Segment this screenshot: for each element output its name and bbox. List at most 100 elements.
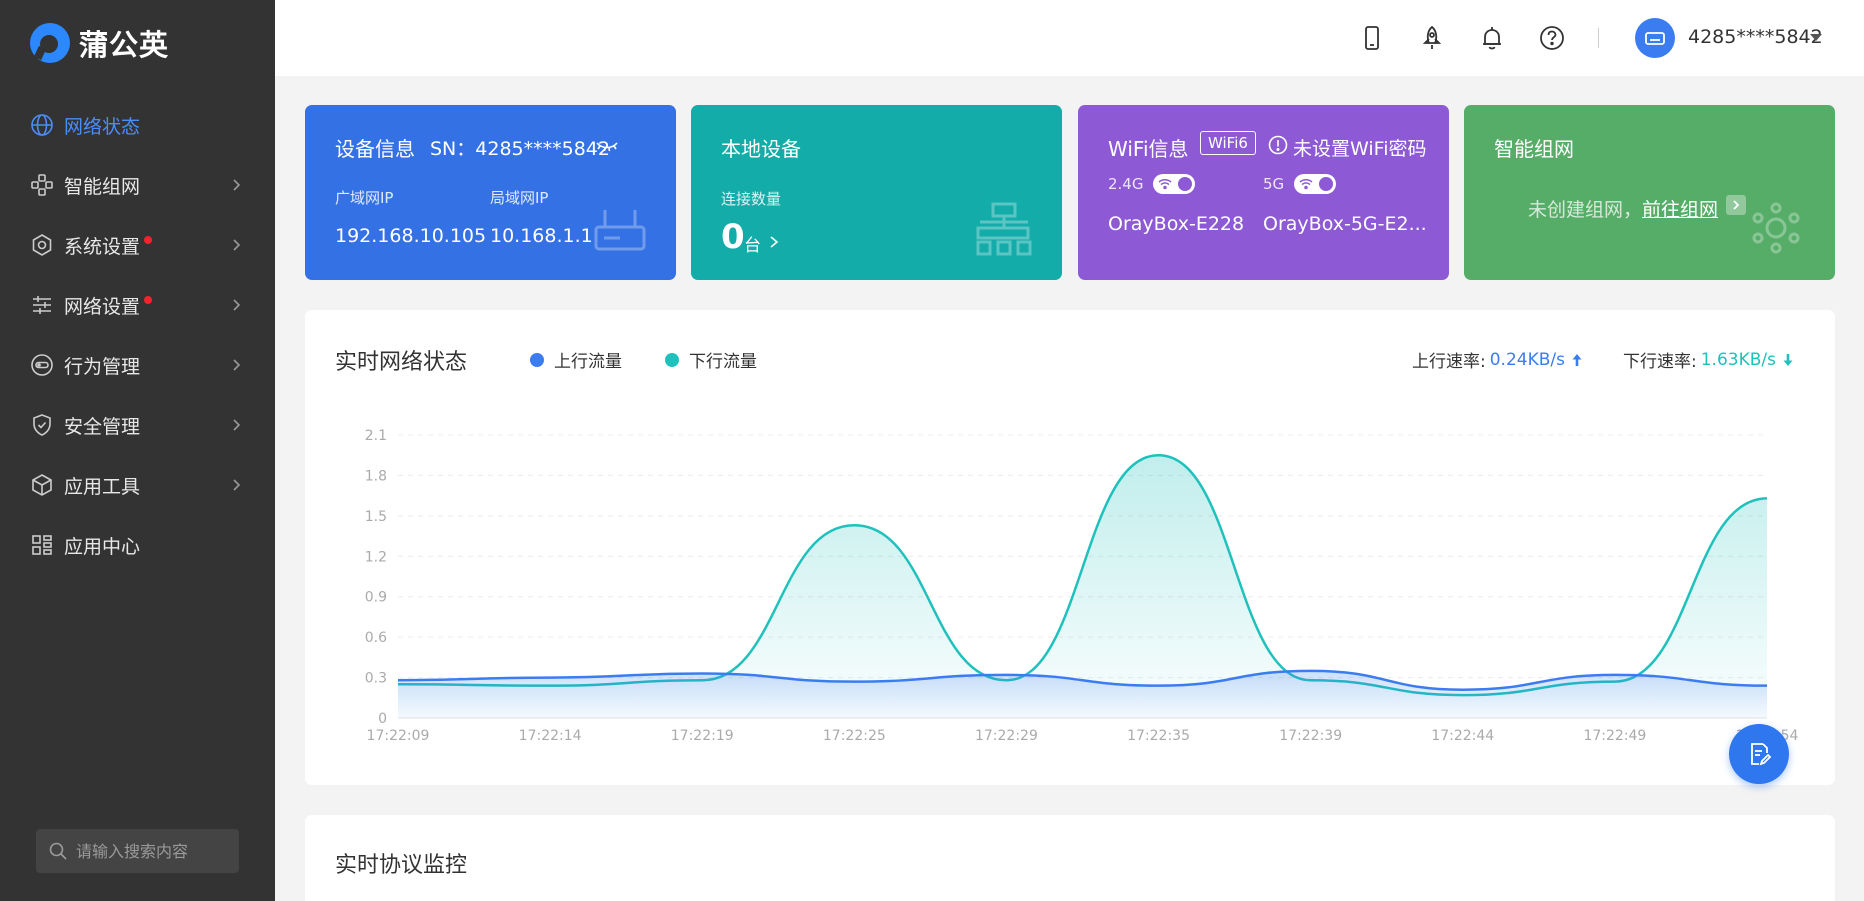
sidebar-item-app-tools[interactable]: 应用工具 <box>0 455 275 515</box>
gear-icon <box>30 233 54 257</box>
protocol-monitor-panel: 实时协议监控 <box>305 815 1835 901</box>
x-tick-label: 17:22:39 <box>1279 728 1342 744</box>
download-rate-label: 下行速率: <box>1623 352 1697 372</box>
realtime-network-title: 实时网络状态 <box>335 350 468 375</box>
x-tick-label: 17:22:44 <box>1431 728 1494 744</box>
connection-count-unit: 台 <box>744 236 761 256</box>
sidebar-item-smart-mesh[interactable]: 智能组网 <box>0 155 275 215</box>
sidebar-item-system-settings[interactable]: 系统设置 <box>0 215 275 275</box>
arrow-down-icon <box>1783 353 1793 366</box>
band-5g-label: 5G <box>1263 175 1285 193</box>
local-devices-card[interactable]: 本地设备 连接数量 0 台 <box>691 105 1062 280</box>
legend-upload-label: 上行流量 <box>554 352 622 372</box>
x-tick-label: 17:22:09 <box>367 728 430 744</box>
avatar[interactable] <box>1635 18 1675 58</box>
legend-download[interactable]: 下行流量 <box>665 347 757 372</box>
arrow-up-icon <box>1572 353 1582 366</box>
phone-icon[interactable] <box>1356 22 1388 54</box>
bell-icon[interactable] <box>1476 22 1508 54</box>
y-tick-label: 1.8 <box>365 468 387 484</box>
sidebar-item-app-center[interactable]: 应用中心 <box>0 515 275 575</box>
brand-logo[interactable]: 蒲公英 <box>30 22 169 64</box>
header-divider <box>1598 28 1599 48</box>
chevron-right-icon <box>233 359 241 371</box>
sidebar-item-label: 系统设置 <box>64 235 141 258</box>
chevron-right-icon <box>233 419 241 431</box>
y-tick-label: 0 <box>378 711 387 727</box>
sliders-icon <box>30 293 54 317</box>
chevron-right-icon <box>233 479 241 491</box>
series-line-upload <box>397 669 1768 691</box>
chevron-right-icon <box>233 179 241 191</box>
sidebar-item-network-settings[interactable]: 网络设置 <box>0 275 275 335</box>
sidebar-item-label: 网络状态 <box>64 115 141 138</box>
wan-ip-label: 广域网IP <box>335 189 394 207</box>
brand-name: 蒲公英 <box>79 28 170 62</box>
band-24g-label: 2.4G <box>1108 175 1144 193</box>
chevron-right-icon <box>233 239 241 251</box>
apps-grid-icon <box>30 533 54 557</box>
y-tick-label: 2.1 <box>365 428 387 444</box>
x-tick-label: 17:22:35 <box>1127 728 1190 744</box>
sidebar-item-label: 行为管理 <box>64 355 141 378</box>
sidebar-nav: 网络状态 智能组网 系统设置 网络设置 <box>0 95 275 575</box>
wifi-info-card: WiFi信息 WiFi6 未设置WiFi密码 2.4G OrayBox-E228… <box>1078 105 1449 280</box>
series-area-download <box>398 455 1767 718</box>
sidebar-search-input[interactable] <box>76 841 226 861</box>
caret-down-icon[interactable] <box>1810 34 1822 41</box>
wifi-password-warning[interactable]: 未设置WiFi密码 <box>1293 138 1427 160</box>
wifi-icon <box>1299 179 1313 190</box>
chart-series <box>397 453 1768 718</box>
help-icon[interactable] <box>1536 22 1568 54</box>
lan-ip-label: 局域网IP <box>490 189 549 207</box>
network-traffic-chart: 0 0.3 0.6 0.9 1.2 1.5 1.8 2.1 17:22:09 17:22:14 17… <box>365 428 1799 744</box>
sidebar-item-behavior-management[interactable]: 行为管理 <box>0 335 275 395</box>
device-avatar-icon <box>1645 32 1665 45</box>
notification-dot <box>144 236 153 244</box>
account-name[interactable]: 4285****5842 <box>1688 26 1823 48</box>
y-tick-label: 0.6 <box>365 630 387 646</box>
cube-icon <box>30 473 54 497</box>
download-rate-value: 1.63KB/s <box>1700 349 1776 370</box>
smart-mesh-card: 智能组网 未创建组网， 前往组网 <box>1464 105 1835 280</box>
rocket-icon[interactable] <box>1416 22 1448 54</box>
device-sn: SN：4285****5842 <box>430 138 610 160</box>
toggle-knob <box>1319 177 1333 191</box>
y-tick-label: 0.9 <box>365 590 387 606</box>
notification-dot <box>144 296 153 304</box>
legend-download-label: 下行流量 <box>689 352 757 372</box>
legend-upload[interactable]: 上行流量 <box>530 347 622 372</box>
go-create-mesh-link[interactable]: 前往组网 <box>1642 199 1719 221</box>
sidebar-item-label: 安全管理 <box>64 415 141 438</box>
legend-upload-dot <box>530 352 544 367</box>
eye-closed-icon[interactable] <box>595 138 619 154</box>
upload-rate-value: 0.24KB/s <box>1489 349 1565 370</box>
mesh-icon <box>30 173 54 197</box>
local-devices-title: 本地设备 <box>721 137 801 161</box>
network-topology-icon <box>976 202 1032 256</box>
chevron-right-icon[interactable] <box>1726 195 1746 215</box>
sidebar-item-label: 应用中心 <box>64 535 141 558</box>
wifi-info-title: WiFi信息 <box>1108 137 1189 161</box>
sidebar-item-label: 智能组网 <box>64 175 141 198</box>
chevron-right-icon[interactable] <box>767 234 781 250</box>
sidebar-item-label: 网络设置 <box>64 295 141 318</box>
x-tick-label: 17:22:49 <box>1583 728 1646 744</box>
smart-mesh-title: 智能组网 <box>1494 137 1574 161</box>
wifi-24g-toggle[interactable] <box>1153 174 1195 194</box>
sidebar-item-label: 应用工具 <box>64 475 141 498</box>
sidebar-item-security-management[interactable]: 安全管理 <box>0 395 275 455</box>
mesh-network-icon <box>1752 202 1800 254</box>
y-tick-label: 1.2 <box>365 549 387 565</box>
router-icon <box>594 210 646 251</box>
edit-document-icon <box>1751 743 1772 766</box>
sidebar-item-network-status[interactable]: 网络状态 <box>0 95 275 155</box>
sidebar-search <box>36 829 239 873</box>
protocol-monitor-title: 实时协议监控 <box>335 853 468 878</box>
globe-icon <box>30 113 54 137</box>
chevron-right-icon <box>233 299 241 311</box>
wifi-5g-toggle[interactable] <box>1294 174 1336 194</box>
feedback-button[interactable] <box>1729 724 1789 784</box>
y-tick-label: 1.5 <box>365 509 387 525</box>
connection-count: 0 <box>721 217 745 257</box>
